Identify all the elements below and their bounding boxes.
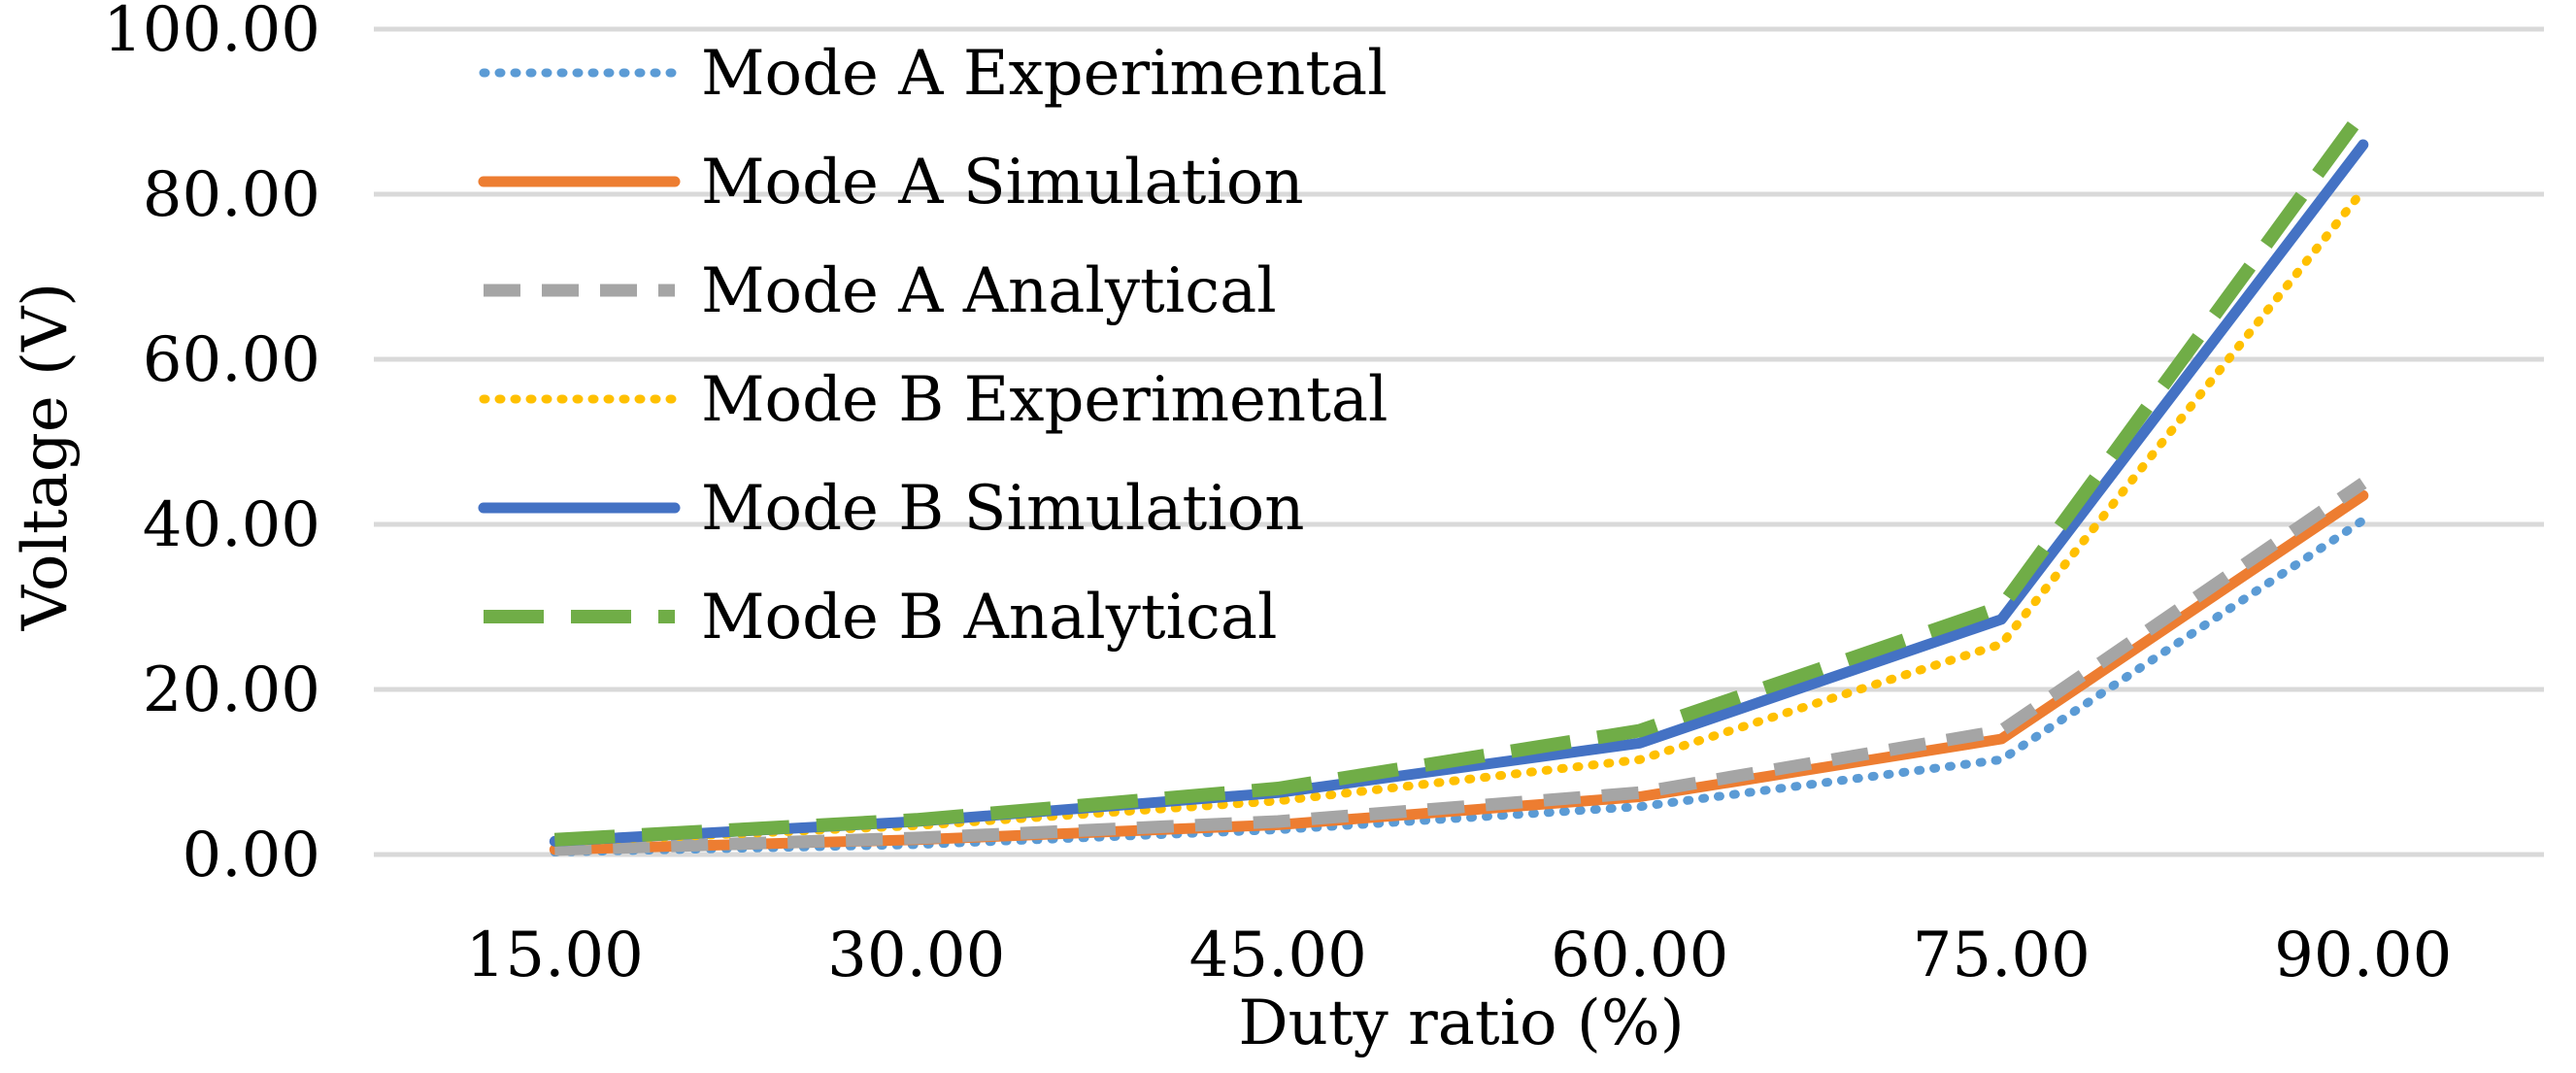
legend-item-mode-b-analytical: Mode B Analytical xyxy=(484,582,1278,654)
x-axis-title: Duty ratio (%) xyxy=(1238,988,1684,1059)
data-point xyxy=(2359,186,2367,194)
x-tick-label: 90.00 xyxy=(2274,920,2452,991)
data-point xyxy=(1997,755,2005,763)
data-point xyxy=(2359,517,2367,524)
data-point xyxy=(1997,616,2005,623)
y-tick-label: 0.00 xyxy=(183,820,321,891)
y-tick-label: 100.00 xyxy=(103,0,320,66)
gridlines xyxy=(374,26,2544,857)
data-point xyxy=(2359,141,2367,149)
legend-label: Mode B Simulation xyxy=(701,473,1304,545)
data-point xyxy=(1636,727,1644,735)
data-point xyxy=(1997,735,2005,743)
legend-label: Mode B Experimental xyxy=(701,364,1388,436)
data-point xyxy=(1636,803,1644,811)
series-mode-a-simulation xyxy=(549,489,2369,855)
legend: Mode A Experimental Mode A Simulation Mode… xyxy=(478,38,1388,654)
series-mode-a-analytical xyxy=(551,478,2367,856)
data-point xyxy=(551,836,558,844)
data-point xyxy=(1636,739,1644,747)
x-tick-label: 60.00 xyxy=(1551,920,1728,991)
legend-label: Mode A Simulation xyxy=(701,147,1304,218)
series-line-mode-b-analytical xyxy=(553,107,2369,847)
y-axis-ticks: 0.00 20.00 40.00 60.00 80.00 100.00 xyxy=(103,0,320,891)
series-mode-b-analytical xyxy=(551,107,2369,847)
y-tick-label: 80.00 xyxy=(143,159,320,231)
x-tick-label: 75.00 xyxy=(1913,920,2091,991)
y-tick-label: 20.00 xyxy=(143,654,320,726)
series-line-mode-b-experimental xyxy=(550,185,2368,847)
legend-item-mode-b-simulation: Mode B Simulation xyxy=(478,473,1304,545)
legend-item-mode-a-simulation: Mode A Simulation xyxy=(478,147,1304,218)
legend-item-mode-b-experimental: Mode B Experimental xyxy=(479,364,1388,436)
y-tick-label: 40.00 xyxy=(143,489,320,561)
data-point xyxy=(1274,818,1282,825)
legend-label: Mode B Analytical xyxy=(701,582,1278,654)
data-point xyxy=(1997,727,2005,735)
y-axis-title: Voltage (V) xyxy=(10,283,82,632)
data-point xyxy=(1636,755,1644,763)
legend-item-mode-a-analytical: Mode A Analytical xyxy=(484,255,1277,327)
data-point xyxy=(1997,640,2005,648)
data-point xyxy=(1997,603,2005,611)
data-point xyxy=(2359,491,2367,499)
x-tick-label: 30.00 xyxy=(827,920,1005,991)
data-point xyxy=(1636,788,1644,796)
data-point xyxy=(2359,480,2367,487)
y-tick-label: 60.00 xyxy=(143,324,320,396)
series-lines xyxy=(549,107,2369,856)
legend-label: Mode A Experimental xyxy=(701,38,1388,110)
data-point xyxy=(913,816,920,823)
legend-item-mode-a-experimental: Mode A Experimental xyxy=(479,38,1388,110)
x-tick-label: 45.00 xyxy=(1189,920,1367,991)
data-point xyxy=(913,834,920,842)
series-line-mode-a-analytical xyxy=(554,478,2367,856)
series-line-mode-a-simulation xyxy=(549,489,2369,855)
data-point xyxy=(2359,108,2367,116)
data-point xyxy=(1274,785,1282,792)
x-tick-label: 15.00 xyxy=(466,920,644,991)
data-point xyxy=(551,846,558,854)
legend-label: Mode A Analytical xyxy=(701,255,1277,327)
x-axis-ticks: 15.00 30.00 45.00 60.00 75.00 90.00 xyxy=(466,920,2453,991)
series-mode-b-experimental xyxy=(550,185,2368,847)
